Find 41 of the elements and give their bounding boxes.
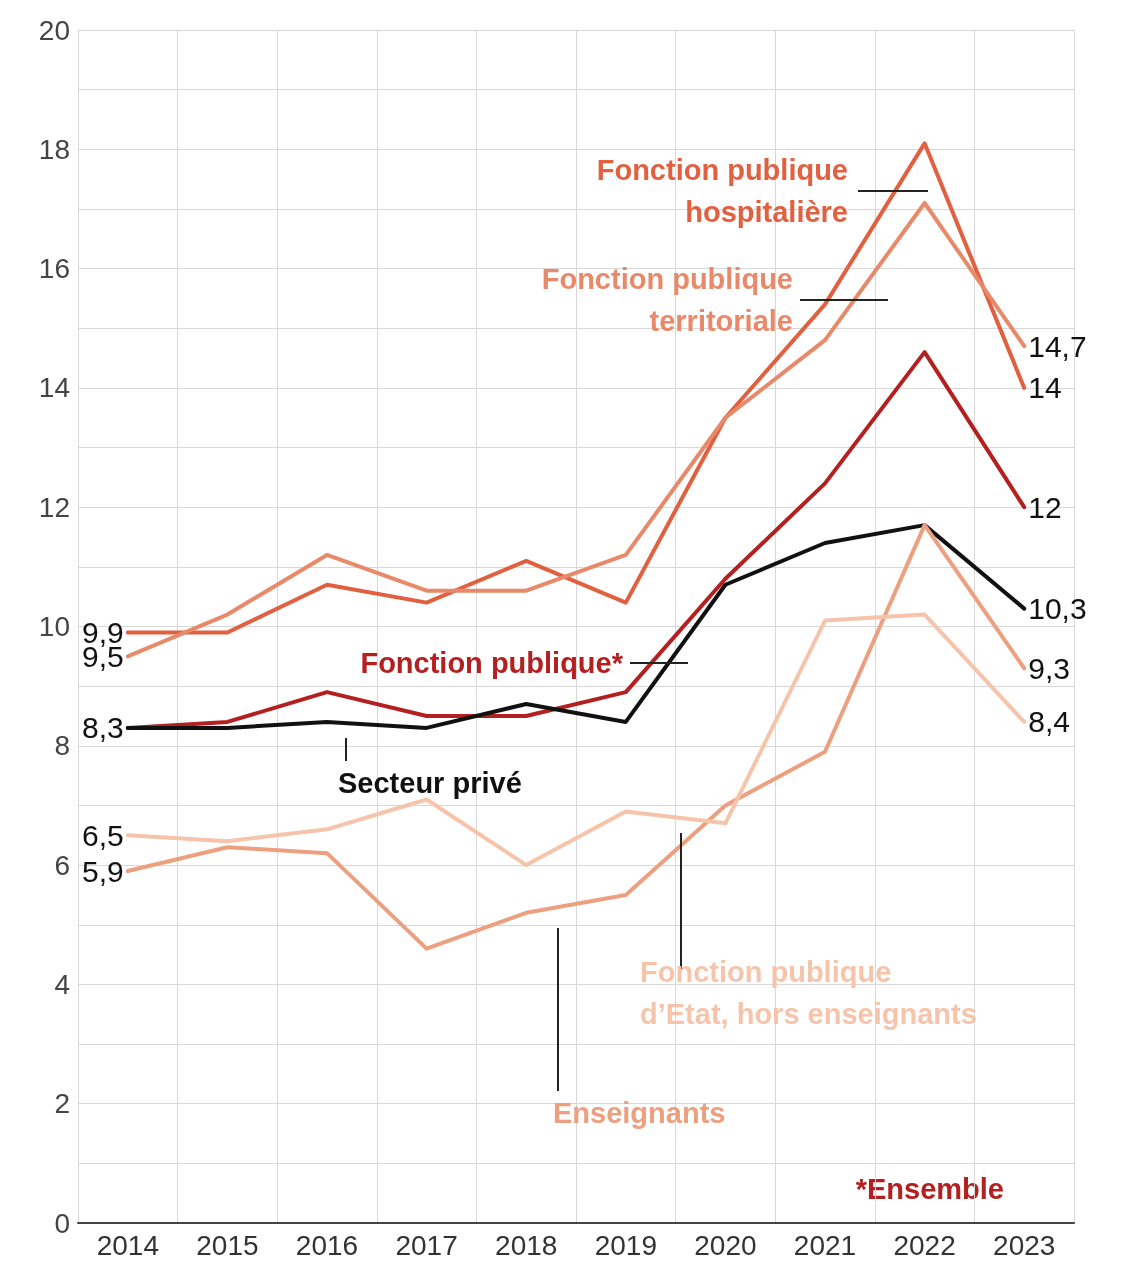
series-label: Secteur privé <box>338 767 522 799</box>
line-series <box>125 612 1027 868</box>
x-tick-label: 2014 <box>96 1229 159 1261</box>
x-tick-label: 2019 <box>594 1229 657 1261</box>
data-label: 14,7 <box>1028 329 1087 363</box>
annotation: *Ensemble <box>855 1172 1005 1205</box>
x-tick-label: 2016 <box>295 1229 359 1261</box>
line-series <box>125 523 1027 730</box>
data-label: 6,5 <box>82 818 124 852</box>
text: Fonction publique d’Etat, hors enseignants <box>640 956 977 1030</box>
x-tick-label: 2023 <box>993 1229 1056 1261</box>
y-tick-label: 2 <box>54 1088 70 1120</box>
x-tick-label: 2021 <box>793 1229 857 1261</box>
x-tick-label: 2017 <box>395 1229 458 1261</box>
y-tick-label: 6 <box>54 849 70 881</box>
y-tick-label: 0 <box>54 1207 70 1239</box>
y-tick-label: 4 <box>54 968 70 1000</box>
data-label: 14 <box>1028 371 1062 405</box>
y-tick-label: 16 <box>38 253 70 285</box>
series-label: Fonction publique territoriale <box>541 263 793 337</box>
x-tick-label: 2018 <box>495 1229 558 1261</box>
y-tick-label: 12 <box>38 491 70 523</box>
x-tick-label: 2020 <box>694 1229 757 1261</box>
line-series <box>125 523 1027 951</box>
x-tick-label: 2015 <box>196 1229 259 1261</box>
data-label: 12 <box>1028 490 1062 524</box>
y-tick-label: 8 <box>54 730 70 762</box>
y-tick-label: 14 <box>38 372 70 404</box>
x-tick-label: 2022 <box>893 1229 956 1261</box>
series-label: Fonction publique* <box>360 647 624 679</box>
data-label: 5,9 <box>82 854 124 888</box>
line-series <box>125 141 1027 635</box>
y-tick-label: 20 <box>38 14 70 46</box>
series-label: Fonction publique hospitalière <box>596 154 848 228</box>
y-tick-label: 18 <box>38 133 70 165</box>
data-label: 9,3 <box>1028 651 1070 685</box>
text: Enseignants <box>553 1097 726 1129</box>
data-label: 10,3 <box>1028 592 1087 626</box>
y-tick-label: 10 <box>38 611 70 642</box>
data-label: 8,3 <box>82 711 124 745</box>
data-label: 8,4 <box>1028 705 1070 739</box>
